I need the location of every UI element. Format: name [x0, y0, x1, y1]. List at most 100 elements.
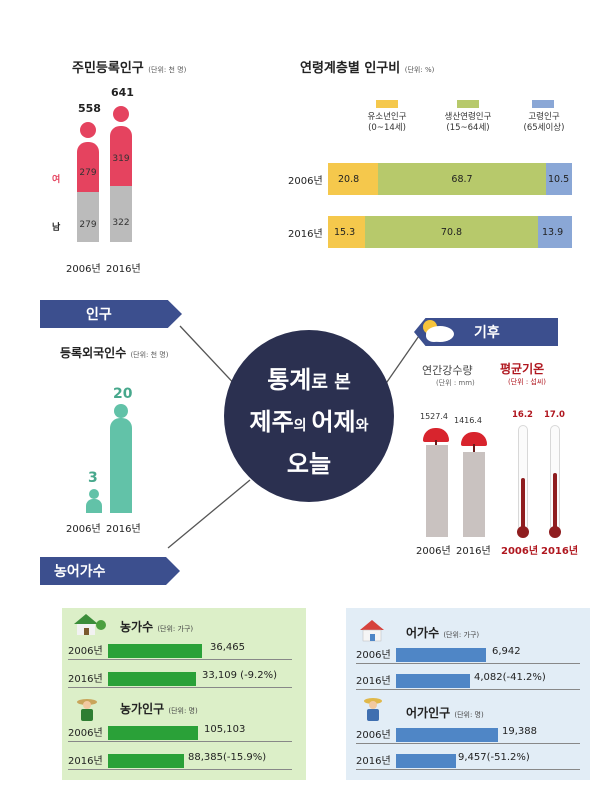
foreigners-value-2006: 3	[88, 470, 98, 486]
legend-elderly-label: 고령인구 (65세이상)	[515, 112, 573, 134]
legend-youth-line: 유소년인구 (0~14세)	[367, 112, 407, 133]
female-value-2016: 319	[112, 154, 130, 164]
rainfall-value-2016: 1416.4	[454, 416, 482, 425]
fish-population-title: 어가인구 (단위: 명)	[406, 706, 484, 720]
foreigner-bar-2006	[86, 499, 102, 513]
hub-line-3: 오늘	[286, 450, 332, 478]
divider	[68, 659, 292, 660]
divider	[68, 769, 292, 770]
farm-population-bar-2006	[108, 726, 198, 740]
farm-population-year-2016: 2016년	[68, 756, 103, 767]
foreigners-title: 등록외국인수 (단위: 천 명)	[60, 346, 169, 360]
legend-elderly-swatch	[532, 100, 554, 108]
rainfall-year-2016: 2016년	[456, 546, 491, 557]
hub-line-2: 제주의 어제와	[249, 408, 369, 436]
temperature-year-2016: 2016년	[541, 546, 579, 557]
population-title: 주민등록인구 (단위: 천 명)	[72, 61, 187, 76]
umbrella-icon	[461, 432, 487, 446]
foreigner-head-2006	[89, 489, 99, 499]
fish-households-bar-2006	[396, 648, 486, 662]
farm-panel: 농가수 (단위: 가구) 2006년 36,465 2016년 33,109 (…	[62, 608, 306, 780]
fish-households-year-2006: 2006년	[356, 650, 391, 661]
population-total-2006: 558	[78, 102, 101, 115]
male-value-2006: 279	[79, 220, 97, 230]
legend-working-line: 생산연령인구 (15~64세)	[444, 112, 492, 133]
farm-population-year-2006: 2006년	[68, 728, 103, 739]
sun-cloud-icon	[423, 320, 454, 342]
umbrella-handle-icon	[435, 440, 437, 448]
foreigner-head-2016	[114, 404, 128, 418]
divider	[356, 689, 580, 690]
fish-households-value-2016: 4,082(-41.2%)	[474, 672, 546, 683]
rainfall-title: 연간강수량	[422, 364, 473, 377]
age-elderly-2006: 10.5	[546, 163, 572, 195]
male-bar-2016	[110, 186, 132, 242]
person-head-2006	[80, 122, 96, 138]
female-bar-2006	[77, 142, 99, 192]
thermometer-bulb-icon	[517, 526, 529, 538]
farmhouse-icon	[74, 614, 106, 635]
fishing-house-icon	[360, 620, 384, 642]
age-youth-2006: 20.8	[328, 163, 378, 195]
hub-line-1: 통계로 본	[267, 366, 351, 394]
age-working-2016: 70.8	[365, 216, 538, 248]
farm-households-year-2016: 2016년	[68, 674, 103, 685]
age-row-2006: 20.8 68.7 10.5	[328, 163, 572, 195]
legend-youth-label: 유소년인구 (0~14세)	[356, 112, 418, 134]
male-bar-2006	[77, 192, 99, 242]
age-row-year-2006: 2006년	[288, 176, 323, 187]
fish-population-bar-2006	[396, 728, 498, 742]
fish-households-year-2016: 2016년	[356, 676, 391, 687]
rainfall-bar-2006	[426, 445, 448, 537]
foreigners-year-2016: 2016년	[106, 524, 141, 535]
population-year-2006: 2006년	[66, 264, 101, 275]
farm-households-value-2016: 33,109 (-9.2%)	[202, 670, 277, 681]
divider	[356, 743, 580, 744]
fish-panel: 어가수 (단위: 가구) 2006년 6,942 2016년 4,082(-41…	[346, 608, 590, 780]
fish-population-year-2016: 2016년	[356, 756, 391, 767]
age-working-2006: 68.7	[378, 163, 546, 195]
fish-population-value-2016: 9,457(-51.2%)	[458, 752, 530, 763]
thermometer-fill-2006	[521, 478, 525, 530]
legend-youth-swatch	[376, 100, 398, 108]
legend-working-label: 생산연령인구 (15~64세)	[432, 112, 504, 134]
farm-population-value-2006: 105,103	[204, 724, 246, 735]
title-hub: 통계로 본 제주의 어제와 오늘	[224, 330, 394, 502]
age-row-year-2016: 2016년	[288, 229, 323, 240]
age-row-2016: 15.3 70.8 13.9	[328, 216, 572, 248]
umbrella-icon	[423, 428, 449, 442]
female-label: 여	[52, 175, 61, 185]
fisherman-icon	[364, 698, 382, 721]
temperature-year-2006: 2006년	[501, 546, 539, 557]
divider	[356, 663, 580, 664]
fish-households-unit: (단위: 가구)	[443, 631, 480, 639]
divider	[356, 769, 580, 770]
legend-working-swatch	[457, 100, 479, 108]
farmer-icon	[77, 699, 97, 721]
fish-population-value-2006: 19,388	[502, 726, 537, 737]
farm-households-bar-2006	[108, 644, 202, 658]
divider	[68, 687, 292, 688]
temperature-value-2016: 17.0	[544, 410, 565, 420]
age-elderly-2016: 13.9	[538, 216, 572, 248]
ribbon-households: 농어가수	[40, 557, 180, 585]
fish-population-year-2006: 2006년	[356, 730, 391, 741]
farm-households-year-2006: 2006년	[68, 646, 103, 657]
person-head-2016	[113, 106, 129, 122]
temperature-value-2006: 16.2	[512, 410, 533, 420]
temperature-unit: (단위 : 섭씨)	[508, 378, 547, 386]
farm-population-unit: (단위: 명)	[168, 707, 198, 715]
rainfall-year-2006: 2006년	[416, 546, 451, 557]
divider	[68, 741, 292, 742]
fish-households-value-2006: 6,942	[492, 646, 521, 657]
farm-population-value-2016: 88,385(-15.9%)	[188, 752, 267, 763]
farm-households-bar-2016	[108, 672, 196, 686]
farm-households-title: 농가수 (단위: 가구)	[120, 620, 194, 634]
ribbon-population: 인구	[40, 300, 182, 328]
age-ratio-title: 연령계층별 인구비 (단위: %)	[300, 61, 435, 76]
fish-population-bar-2016	[396, 754, 456, 768]
fish-households-title: 어가수 (단위: 가구)	[406, 626, 480, 640]
foreigner-bar-2016	[110, 418, 132, 513]
age-youth-2016: 15.3	[328, 216, 365, 248]
female-value-2006: 279	[79, 168, 97, 178]
